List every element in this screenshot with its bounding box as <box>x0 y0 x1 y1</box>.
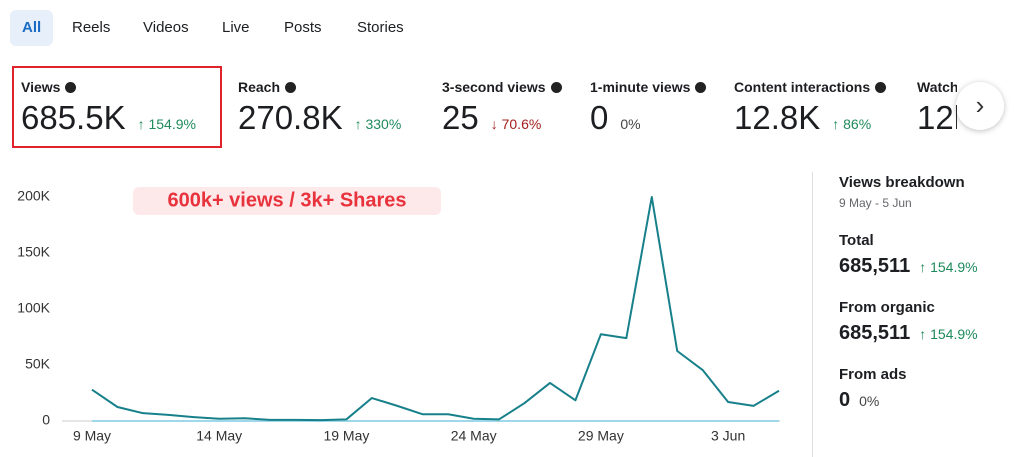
metric-label: Views <box>21 79 77 95</box>
label-text: 1-minute views <box>590 79 691 95</box>
metric-label: Reach <box>238 79 297 95</box>
breakdown-value: 0 <box>839 389 851 411</box>
highlight-box <box>12 66 222 148</box>
info-icon <box>875 82 887 93</box>
metric-card[interactable]: Reach 270.8K ↑ 330% <box>238 76 438 146</box>
info-icon <box>65 82 77 93</box>
metric-row: 0 0% <box>590 99 641 137</box>
breakdown-label: Total <box>839 232 874 249</box>
breakdown-value: 685,511 <box>839 322 911 344</box>
y-tick-label: 200K <box>17 188 50 204</box>
label-text: Reach <box>238 79 281 95</box>
metric-value: 270.8K <box>238 99 343 136</box>
metric-card[interactable]: Watch time 12h 23m <box>917 76 957 146</box>
metric-value: 12h 23m <box>917 99 957 136</box>
x-tick-label: 9 May <box>73 428 111 444</box>
annotation: 600k+ views / 3k+ Shares <box>167 189 406 211</box>
label-text: 3-second views <box>442 79 546 95</box>
metric-label: Watch time <box>917 79 957 95</box>
metric-change: ↑ 330% <box>354 116 402 132</box>
breakdown-title: Views breakdown <box>839 174 965 191</box>
breakdown-row: 685,511 ↑ 154.9% <box>839 322 978 345</box>
x-tick-label: 14 May <box>196 428 242 444</box>
data-line <box>91 196 780 422</box>
breakdown-value: 685,511 <box>839 255 911 277</box>
breakdown-label: From organic <box>839 299 935 316</box>
x-tick-label: 3 Jun <box>711 428 745 444</box>
label-text: Content interactions <box>734 79 871 95</box>
metric-change: ↑ 154.9% <box>137 116 196 132</box>
next-button[interactable]: › <box>956 82 1004 130</box>
y-tick-label: 100K <box>17 300 50 316</box>
breakdown-row: 0 0% <box>839 389 879 412</box>
metric-change: ↑ 86% <box>832 116 872 132</box>
metric-row: 12h 23m <box>917 99 957 137</box>
tab[interactable]: Live <box>222 19 250 36</box>
tab[interactable]: Stories <box>357 19 404 36</box>
metric-label: 1-minute views <box>590 79 707 95</box>
metric-value: 0 <box>590 99 609 136</box>
breakdown-change: 0% <box>859 393 880 409</box>
metric-row: 12.8K ↑ 86% <box>734 99 871 137</box>
label-text: Views <box>21 79 61 95</box>
tab[interactable]: Videos <box>143 19 189 36</box>
metric-value: 25 <box>442 99 479 136</box>
divider <box>812 172 813 457</box>
metric-card[interactable]: 1-minute views 0 0% <box>590 76 790 146</box>
metric-card[interactable]: Views 685.5K ↑ 154.9% <box>21 76 221 146</box>
breakdown-row: 685,511 ↑ 154.9% <box>839 255 978 278</box>
breakdown-range: 9 May - 5 Jun <box>839 196 912 210</box>
metric-row: 685.5K ↑ 154.9% <box>21 99 196 137</box>
x-tick-label: 29 May <box>578 428 624 444</box>
tab[interactable]: Reels <box>72 19 111 36</box>
x-tick-label: 19 May <box>323 428 369 444</box>
metric-label: 3-second views <box>442 79 562 95</box>
info-icon <box>550 82 562 93</box>
metric-value: 12.8K <box>734 99 821 136</box>
y-tick-label: 50K <box>25 356 51 372</box>
metric-card[interactable]: 3-second views 25 ↓ 70.6% <box>442 76 642 146</box>
metric-change: 0% <box>620 116 641 132</box>
breakdown-change: ↑ 154.9% <box>919 259 978 275</box>
breakdown-change: ↑ 154.9% <box>919 326 978 342</box>
y-tick-label: 150K <box>17 244 50 260</box>
tab[interactable]: Posts <box>284 19 322 36</box>
tab[interactable]: All <box>10 10 54 46</box>
annotation-bg <box>133 187 441 215</box>
metric-card[interactable]: Content interactions 12.8K ↑ 86% <box>734 76 934 146</box>
metric-change: ↓ 70.6% <box>490 116 542 132</box>
x-tick-label: 24 May <box>451 428 497 444</box>
breakdown-label: From ads <box>839 366 907 383</box>
metric-label: Content interactions <box>734 79 887 95</box>
label-text: Watch time <box>917 79 957 95</box>
metric-value: 685.5K <box>21 99 126 136</box>
metric-row: 25 ↓ 70.6% <box>442 99 541 137</box>
metric-row: 270.8K ↑ 330% <box>238 99 401 137</box>
info-icon <box>695 82 707 93</box>
y-tick-label: 0 <box>42 412 50 428</box>
info-icon <box>285 82 297 93</box>
